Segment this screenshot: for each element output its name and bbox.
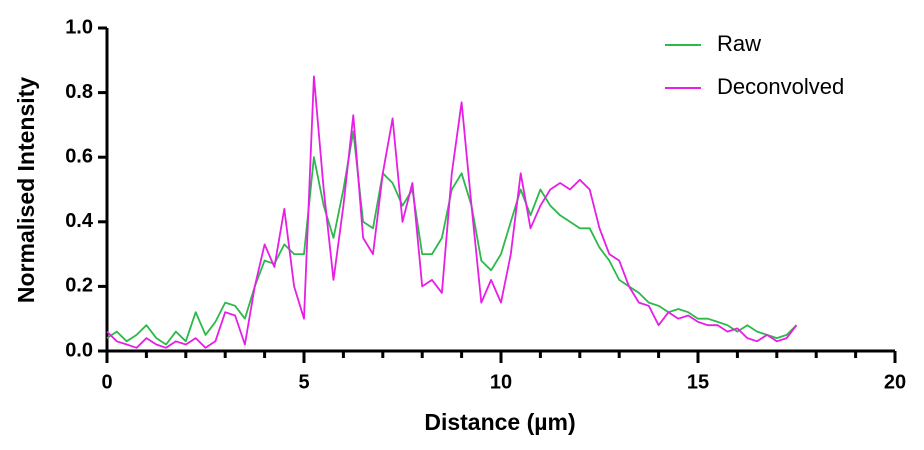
x-tick-label: 20 (884, 371, 906, 393)
data-line (106, 75, 798, 349)
data-line (106, 130, 798, 346)
x-tick-label: 10 (490, 371, 512, 393)
y-tick-label: 0.8 (65, 81, 93, 103)
y-tick-label: 1.0 (65, 16, 93, 38)
legend-label: Raw (717, 31, 761, 56)
x-tick-label: 5 (298, 371, 309, 393)
y-tick-label: 0.2 (65, 275, 93, 297)
x-tick-label: 15 (687, 371, 709, 393)
x-tick-label: 0 (101, 371, 112, 393)
y-tick-label: 0.6 (65, 145, 93, 167)
y-tick-label: 0.4 (65, 210, 94, 232)
y-axis-title: Normalised Intensity (13, 77, 39, 303)
y-tick-label: 0.0 (65, 339, 93, 361)
x-axis-title: Distance (µm) (424, 409, 575, 435)
legend-label: Deconvolved (717, 74, 844, 99)
